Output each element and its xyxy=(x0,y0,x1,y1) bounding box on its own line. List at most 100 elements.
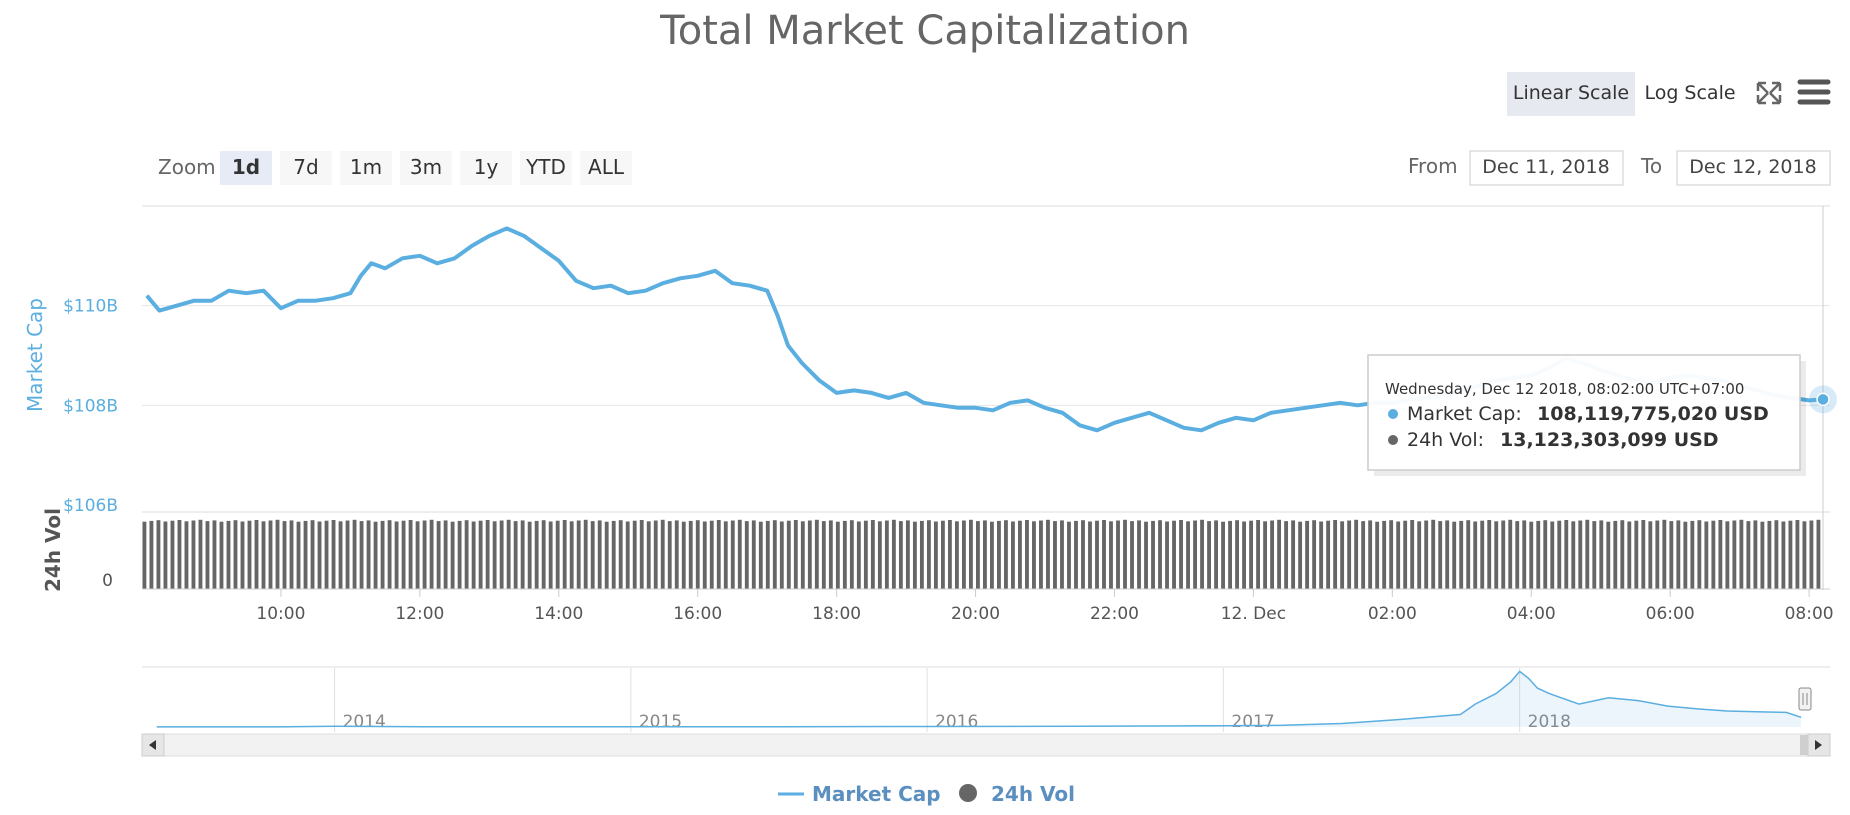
volume-bar xyxy=(1424,520,1429,589)
volume-bar xyxy=(842,520,847,589)
linear-scale-label: Linear Scale xyxy=(1513,82,1629,104)
navigator-line xyxy=(156,670,1802,728)
scroll-right-arrow-icon[interactable] xyxy=(1807,733,1831,757)
volume-bar xyxy=(1130,521,1134,589)
volume-bar xyxy=(919,520,924,589)
volume-bar xyxy=(1186,521,1190,589)
volume-bar xyxy=(1011,521,1015,589)
volume-bar xyxy=(1634,520,1639,589)
legend-market-cap-label: Market Cap xyxy=(812,782,941,806)
volume-bar xyxy=(478,520,483,589)
volume-bar xyxy=(912,521,917,589)
volume-bar xyxy=(1221,521,1225,589)
volume-bar xyxy=(226,520,231,589)
volume-bar xyxy=(1060,520,1064,589)
hamburger-menu-icon[interactable] xyxy=(1797,79,1831,105)
volume-bar xyxy=(303,520,308,589)
scroll-left-arrow-icon[interactable] xyxy=(141,733,165,757)
volume-bar xyxy=(443,520,448,589)
volume-bar xyxy=(1438,521,1443,589)
volume-bar xyxy=(1354,519,1359,589)
volume-bar xyxy=(604,521,609,589)
tooltip-market-cap-label: Market Cap: xyxy=(1407,403,1522,425)
volume-bar xyxy=(569,521,574,589)
volume-bar xyxy=(1676,520,1681,589)
to-label: To xyxy=(1640,154,1662,178)
linear-scale-button[interactable]: Linear Scale xyxy=(1507,72,1635,116)
scrollbar-track[interactable] xyxy=(141,733,1831,757)
volume-bar xyxy=(1627,521,1632,589)
navigator-area xyxy=(156,671,1802,727)
volume-bar xyxy=(401,520,406,589)
x-tick-label: 04:00 xyxy=(1507,604,1556,624)
volume-bar xyxy=(527,521,532,589)
volume-bar xyxy=(1053,521,1057,589)
volume-bar xyxy=(191,520,196,589)
volume-bar xyxy=(1585,519,1590,589)
volume-bar xyxy=(156,520,161,589)
volume-bar xyxy=(1599,520,1604,589)
volume-bar xyxy=(1207,521,1211,589)
volume-bar xyxy=(450,521,455,589)
volume-bar xyxy=(170,520,175,589)
navigator-year-label: 2015 xyxy=(639,712,682,732)
x-tick-label: 14:00 xyxy=(534,604,583,624)
to-date-input[interactable]: Dec 12, 2018 xyxy=(1676,150,1831,186)
volume-bar xyxy=(1165,521,1169,589)
volume-bar xyxy=(744,521,749,589)
zoom-button-ytd[interactable]: YTD xyxy=(520,151,572,185)
volume-bar xyxy=(1214,520,1218,589)
tooltip-vol-dot xyxy=(1388,435,1398,445)
volume-bar xyxy=(387,520,392,589)
volume-bar xyxy=(695,520,700,589)
volume-bar xyxy=(1557,520,1562,589)
y-tick-label: $110B xyxy=(63,297,118,317)
volume-bar xyxy=(1543,520,1548,589)
volume-bar xyxy=(352,519,357,589)
volume-bar xyxy=(275,519,280,589)
volume-bar xyxy=(611,520,616,589)
volume-bar xyxy=(786,520,791,589)
zoom-button-3m[interactable]: 3m xyxy=(400,151,452,185)
volume-zero-label: 0 xyxy=(102,571,113,591)
volume-bar xyxy=(1683,521,1688,589)
navigator-handle[interactable] xyxy=(1798,687,1812,711)
volume-bar xyxy=(1550,521,1555,589)
volume-bar xyxy=(317,521,322,589)
zoom-button-1m[interactable]: 1m xyxy=(340,151,392,185)
volume-bar xyxy=(1459,520,1464,589)
volume-bar xyxy=(1074,520,1078,589)
volume-bar xyxy=(219,521,224,589)
volume-bar xyxy=(1739,519,1744,589)
volume-bar xyxy=(1298,521,1303,589)
volume-bar xyxy=(772,520,777,589)
scrollbar[interactable] xyxy=(141,733,1831,757)
x-tick-label: 22:00 xyxy=(1090,604,1139,624)
volume-bar xyxy=(177,520,182,589)
legend-market-cap[interactable]: Market Cap xyxy=(778,782,941,806)
fullscreen-icon[interactable] xyxy=(1756,81,1782,105)
volume-bar xyxy=(1403,520,1408,589)
from-date-input[interactable]: Dec 11, 2018 xyxy=(1469,150,1624,186)
volume-bar xyxy=(1368,520,1373,589)
zoom-button-1y[interactable]: 1y xyxy=(460,151,512,185)
volume-bar xyxy=(268,520,273,589)
highlight-point[interactable] xyxy=(1816,392,1830,407)
zoom-button-all[interactable]: ALL xyxy=(580,151,632,185)
zoom-button-7d[interactable]: 7d xyxy=(280,151,332,185)
volume-bar xyxy=(485,520,490,589)
volume-bar xyxy=(520,520,525,589)
volume-bar xyxy=(1795,520,1800,589)
zoom-button-label: ALL xyxy=(588,155,625,179)
volume-bar xyxy=(310,520,315,589)
navigator[interactable]: 2014 2015 2016 2017 2018 xyxy=(142,666,1830,732)
legend-vol[interactable]: 24h Vol xyxy=(959,782,1075,806)
volume-axis-title: 24h Vol xyxy=(41,508,65,592)
volume-bar xyxy=(1025,520,1029,589)
y-tick-label: $106B xyxy=(63,496,118,516)
volume-bar xyxy=(576,520,581,589)
zoom-button-label: 7d xyxy=(293,155,318,179)
volume-bar xyxy=(1753,520,1758,589)
zoom-button-1d[interactable]: 1d xyxy=(220,151,272,185)
log-scale-button[interactable]: Log Scale xyxy=(1644,82,1735,104)
